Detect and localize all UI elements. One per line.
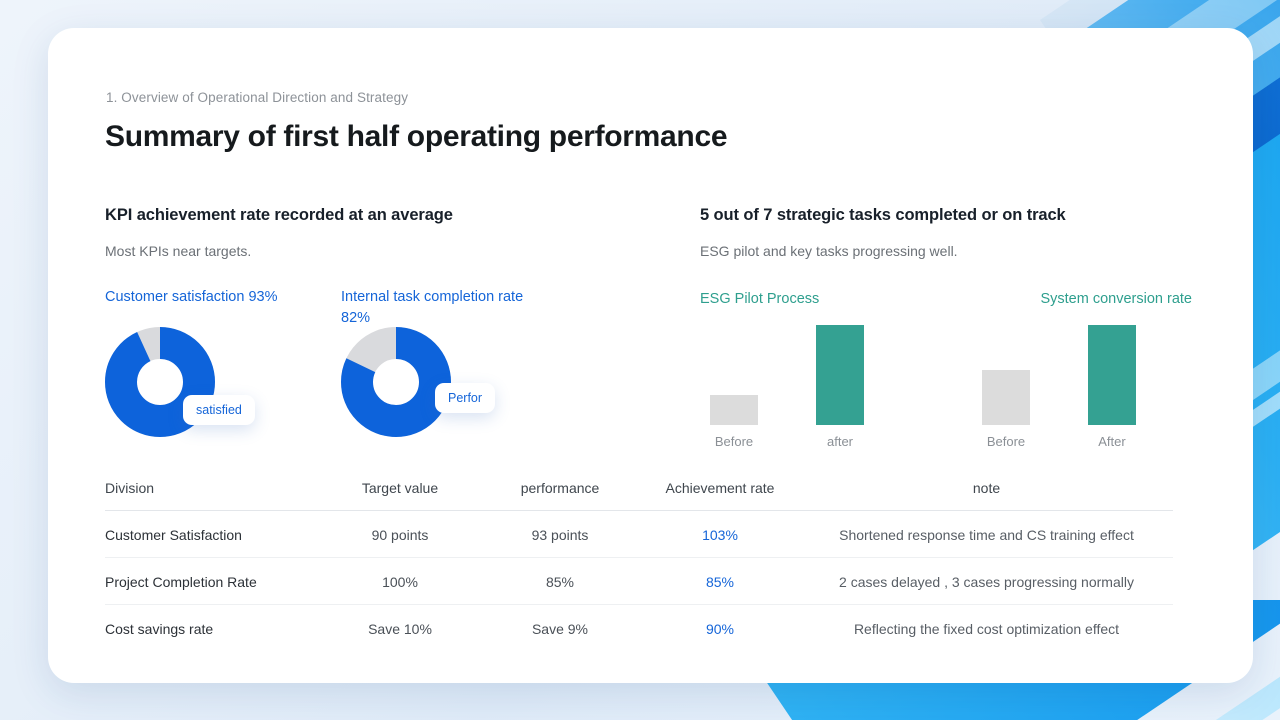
cell-division: Project Completion Rate [105,557,320,605]
kpi-internal-task-completion: Internal task completion rate 82% Perfor [341,287,551,455]
page-title: Summary of first half operating performa… [105,120,728,153]
bar-label-after: after [826,434,853,449]
donut-chart-task-completion [341,327,451,437]
breadcrumb: 1. Overview of Operational Direction and… [106,90,409,105]
bar-axis-labels: Before after [700,434,920,449]
cell-achievement: 103% [640,510,800,558]
table-header-row: Division Target value performance Achiev… [105,480,1173,511]
cell-target: Save 10% [368,621,432,637]
bar-label-after: After [1098,434,1126,449]
donut-chart-satisfaction [105,327,215,437]
cell-note: 2 cases delayed , 3 cases progressing no… [800,557,1173,605]
cell-note: Reflecting the fixed cost optimization e… [853,621,1120,637]
kpi-customer-satisfaction: Customer satisfaction 93% satisfied [105,287,315,455]
column-header-performance: performance [480,480,640,511]
column-header-target: Target value [320,480,480,511]
bar-after [816,325,864,425]
bar-chart-label: System conversion rate [1040,291,1192,307]
donut-wrap: satisfied [105,327,305,455]
cell-achievement: 85% [640,557,800,605]
kpi-summary-table: Division Target value performance Achiev… [105,480,1173,651]
cell-achievement: 90% [705,621,735,637]
right-section-heading: 5 out of 7 strategic tasks completed or … [700,206,1066,224]
right-column: 5 out of 7 strategic tasks completed or … [700,206,1200,449]
left-section-heading: KPI achievement rate recorded at an aver… [105,206,453,224]
bar-before [982,370,1030,425]
bar-after [1088,325,1136,425]
cell-performance: Save 9% [531,621,589,637]
donut-wrap: Perfor [341,327,541,455]
cell-target: 100% [320,557,480,605]
donut-chart-row: Customer satisfaction 93% satisfied Inte… [105,287,665,469]
bar-chart-row: ESG Pilot Process Before after System co… [700,289,1200,449]
left-column: KPI achievement rate recorded at an aver… [105,206,665,469]
donut-callout-satisfied: satisfied [183,395,255,425]
left-section-subtitle: Most KPIs near targets. [105,243,252,259]
slide-card: 1. Overview of Operational Direction and… [48,28,1253,683]
bar-label-before: Before [714,434,754,449]
cell-division: Customer Satisfaction [105,510,320,558]
bar-label-before: Before [986,434,1026,449]
bar-before [710,395,758,425]
column-header-note: note [800,480,1173,511]
bar-chart-system-conversion: System conversion rate Before After [972,289,1192,449]
column-header-achievement: Achievement rate [640,480,800,511]
bar-chart-label: ESG Pilot Process [700,291,820,307]
bars [972,315,1192,425]
cell-division: Cost savings rate [105,621,214,637]
column-header-division: Division [105,480,320,511]
table-row: Cost savings rate Save 10% Save 9% 90% R… [105,605,1173,652]
bar-axis-labels: Before After [972,434,1192,449]
bars [700,315,920,425]
cell-target: 90 points [320,510,480,558]
kpi-label: Customer satisfaction 93% [105,289,278,305]
cell-performance: 85% [480,557,640,605]
cell-performance: 93 points [480,510,640,558]
table-row: Customer Satisfaction 90 points 93 point… [105,510,1173,558]
right-section-subtitle: ESG pilot and key tasks progressing well… [700,243,958,259]
table-row: Project Completion Rate 100% 85% 85% 2 c… [105,557,1173,605]
cell-note: Shortened response time and CS training … [800,510,1173,558]
kpi-label: Internal task completion rate 82% [341,289,524,326]
bar-chart-esg-pilot: ESG Pilot Process Before after [700,289,920,449]
donut-callout-performance: Perfor [435,383,496,413]
